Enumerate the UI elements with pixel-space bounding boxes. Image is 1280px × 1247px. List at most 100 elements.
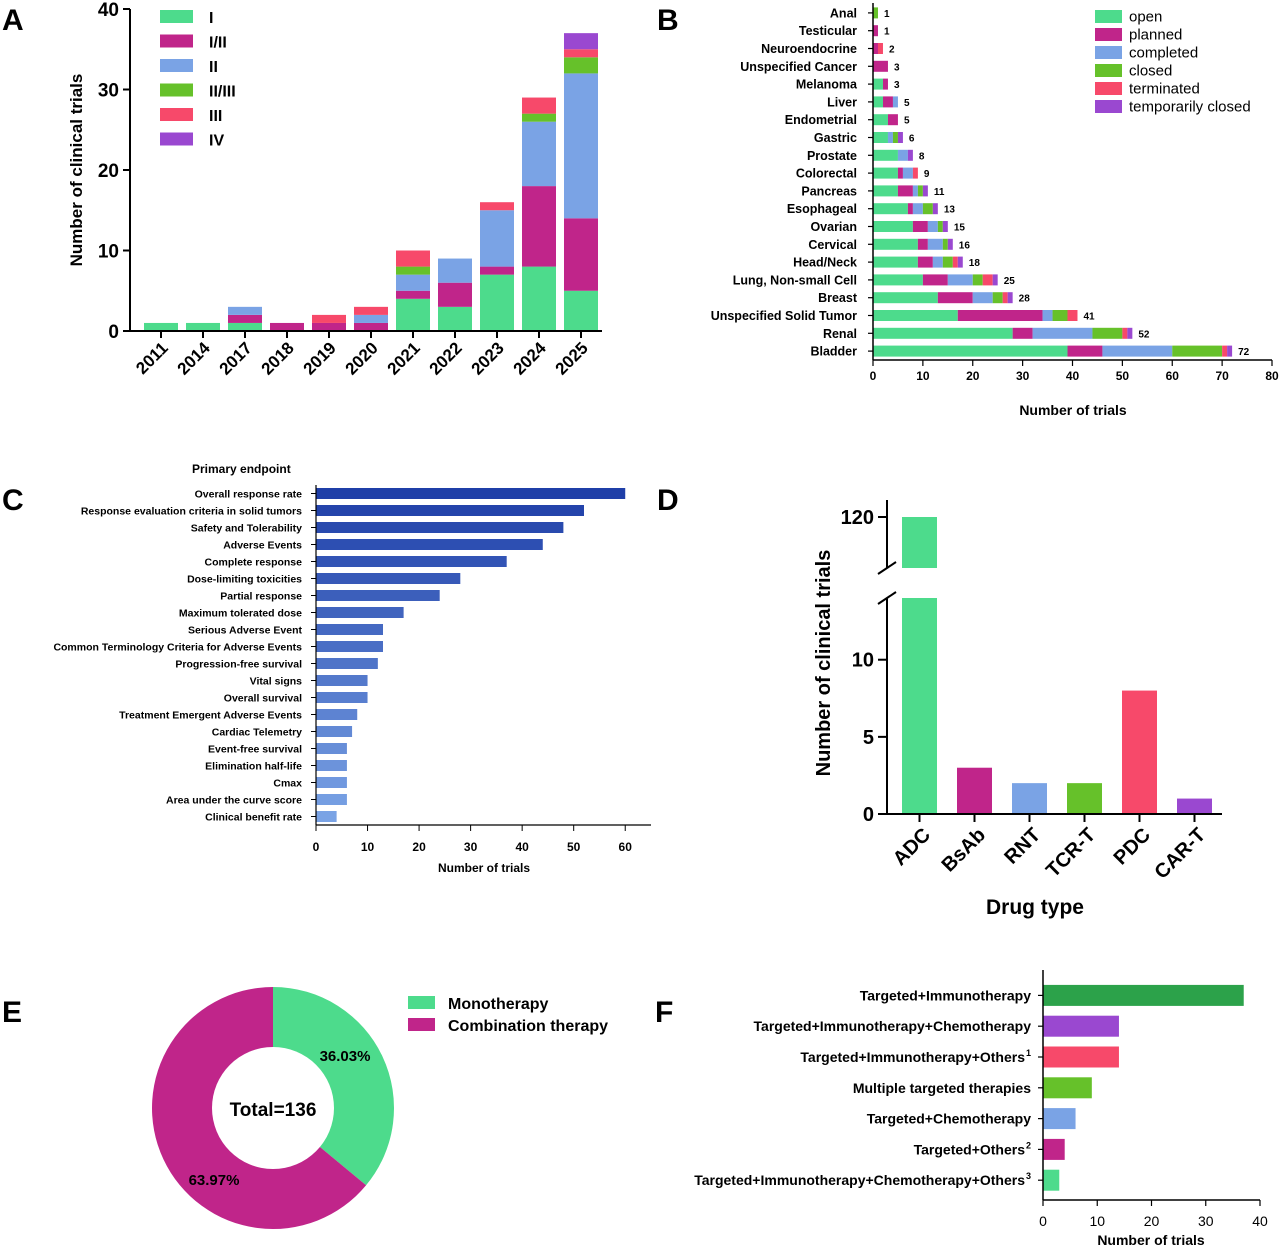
x-tick-label: 60 <box>619 840 633 854</box>
bar-multiple-targeted-therapies <box>1043 1077 1092 1099</box>
panel-d-axis-break-upper <box>877 561 897 575</box>
bar-ovarian-open <box>873 221 913 232</box>
bar-2024-i <box>522 266 556 331</box>
bar-lung-non-small-cell-closed <box>972 274 983 286</box>
category-label-targeted-immunotherapy-others-1: Targeted+Immunotherapy+Others <box>800 1049 1025 1065</box>
bar-ovarian-temporarily-closed <box>942 221 948 232</box>
panel-c-x-axis-title: Number of trials <box>438 861 530 875</box>
total-label-endometrial: 5 <box>904 116 910 127</box>
bar-2018-i-ii <box>270 322 304 331</box>
bar-renal-terminated <box>1122 327 1128 339</box>
panel-label-a: A <box>2 4 24 37</box>
x-tick-label: 10 <box>1089 1213 1105 1229</box>
x-tick-label: 2014 <box>174 338 215 379</box>
category-label-dose-limiting-toxicities: Dose-limiting toxicities <box>187 574 302 586</box>
bar-pancreas-temporarily-closed <box>922 185 928 197</box>
category-label-testicular: Testicular <box>799 24 857 38</box>
x-tick-label: 30 <box>1198 1213 1214 1229</box>
x-tick-label: 0 <box>870 369 877 383</box>
y-tick-label: 30 <box>98 81 119 102</box>
bar-testicular-planned <box>873 25 878 37</box>
bar-breast-completed <box>972 292 993 304</box>
category-label-event-free-survival: Event-free survival <box>208 744 302 756</box>
panel-d-axis-break-lower <box>877 591 897 605</box>
bar-prostate-open <box>873 149 898 161</box>
bar-2022-ii <box>438 258 472 283</box>
legend-label-closed: closed <box>1129 63 1172 80</box>
bar-head-neck-terminated <box>952 256 958 268</box>
legend-label-monotherapy: Monotherapy <box>448 996 549 1013</box>
panel-e-donut-chart: Total=136 36.03% 63.97% Monotherapy Combi… <box>152 986 608 1229</box>
x-tick-label: TCR-T <box>1042 824 1100 882</box>
bar-colorectal-terminated <box>912 167 918 179</box>
bar-neuroendocrine-planned <box>873 43 878 54</box>
bar-response-evaluation-criteria-in-solid-tumors <box>316 505 584 516</box>
total-label-breast: 28 <box>1019 294 1031 305</box>
category-label-progression-free-survival: Progression-free survival <box>175 659 302 671</box>
bar-bladder-terminated <box>1222 345 1228 357</box>
legend-label-iii: III <box>209 108 222 125</box>
bar-bsab <box>957 767 992 814</box>
total-label-unspecified-cancer: 3 <box>894 62 900 73</box>
legend-label-ii-iii: II/III <box>209 84 236 101</box>
donut-hole <box>212 1047 334 1169</box>
category-label-head-neck: Head/Neck <box>793 256 857 270</box>
legend-label-ii: II <box>209 59 218 76</box>
bar-clinical-benefit-rate <box>316 811 337 822</box>
category-superscript: 3 <box>1026 1171 1031 1181</box>
panel-label-f: F <box>655 996 673 1029</box>
x-tick-label: 60 <box>1166 369 1180 383</box>
bar-adverse-events <box>316 539 543 550</box>
panel-label-d: D <box>657 484 679 517</box>
total-label-bladder: 72 <box>1238 347 1250 358</box>
bar-colorectal-planned <box>897 167 903 179</box>
category-label-serious-adverse-event: Serious Adverse Event <box>188 625 302 637</box>
y-tick-label: 0 <box>863 804 874 826</box>
x-tick-label: 50 <box>1116 369 1130 383</box>
bar-breast-planned <box>937 292 973 304</box>
legend-swatch-combination-therapy <box>408 1018 435 1031</box>
category-label-adverse-events: Adverse Events <box>223 540 302 552</box>
bar-2024-i-ii <box>522 186 556 267</box>
bar-unspecified-solid-tumor-terminated <box>1067 310 1078 321</box>
bar-2023-i <box>480 274 514 331</box>
x-tick-label: 20 <box>1144 1213 1160 1229</box>
bar-renal-planned <box>1012 327 1033 339</box>
x-tick-label: 80 <box>1265 369 1279 383</box>
total-label-lung-non-small-cell: 25 <box>1004 276 1016 287</box>
bar-liver-open <box>873 96 883 108</box>
bar-partial-response <box>316 590 440 601</box>
legend-swatch-closed <box>1095 64 1122 77</box>
x-tick-label: 2017 <box>216 338 256 378</box>
category-label-common-terminology-criteria-for-adverse-events: Common Terminology Criteria for Adverse … <box>53 642 302 654</box>
category-label-elimination-half-life: Elimination half-life <box>205 761 302 773</box>
category-label-multiple-targeted-therapies: Multiple targeted therapies <box>853 1080 1031 1096</box>
x-tick-label: 2024 <box>510 338 551 379</box>
bar-targeted-immunotherapy-chemotherapy <box>1043 1015 1119 1037</box>
bar-bladder-completed <box>1102 345 1173 357</box>
bar-breast-closed <box>992 292 1003 304</box>
bar-colorectal-completed <box>902 167 913 179</box>
category-label-overall-response-rate: Overall response rate <box>195 489 303 501</box>
bar-2021-ii <box>396 274 430 291</box>
panel-f-x-axis-title: Number of trials <box>1097 1232 1205 1247</box>
bar-lung-non-small-cell-completed <box>947 274 973 286</box>
total-label-head-neck: 18 <box>969 258 981 269</box>
x-tick-label: 2023 <box>468 338 508 378</box>
bar-rnt <box>1012 783 1047 814</box>
category-label-complete-response: Complete response <box>205 557 303 569</box>
bar-2022-i <box>438 306 472 331</box>
category-label-liver: Liver <box>827 95 857 109</box>
x-tick-label: 2021 <box>384 338 424 378</box>
x-tick-label: 20 <box>412 840 426 854</box>
bar-2014-i <box>186 322 220 331</box>
legend-label-planned: planned <box>1129 27 1182 44</box>
bar-adc-upper <box>902 517 937 568</box>
category-label-response-evaluation-criteria-in-solid-tumors: Response evaluation criteria in solid tu… <box>81 506 302 518</box>
donut-center-label: Total=136 <box>230 1100 317 1121</box>
bar-head-neck-open <box>873 256 918 268</box>
bar-unspecified-cancer-planned <box>873 60 888 72</box>
bar-overall-survival <box>316 692 368 703</box>
total-label-testicular: 1 <box>884 27 890 38</box>
category-label-esophageal: Esophageal <box>787 202 857 216</box>
